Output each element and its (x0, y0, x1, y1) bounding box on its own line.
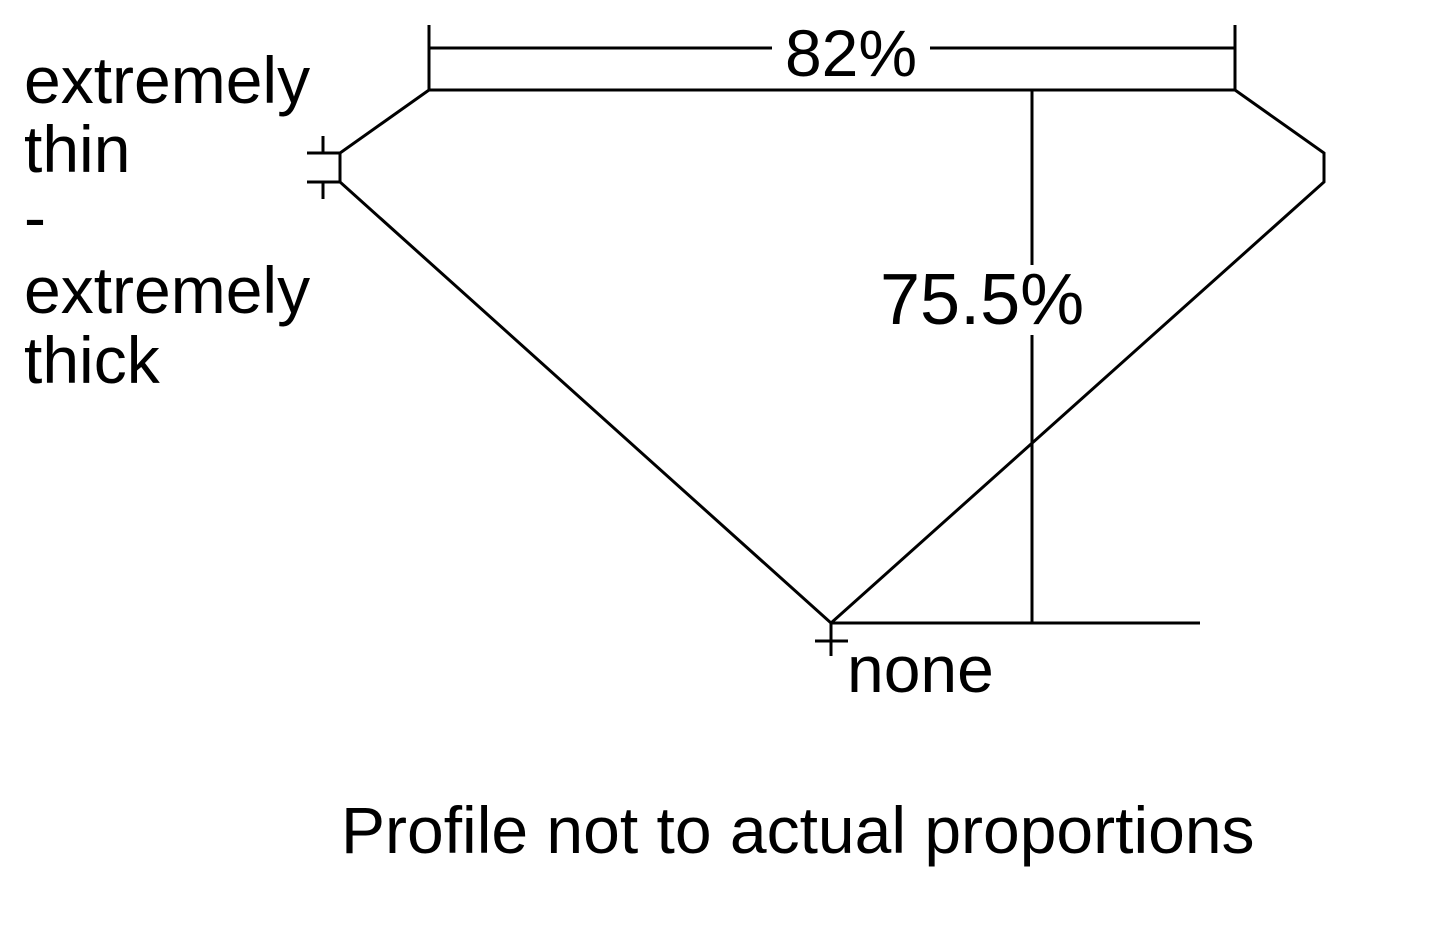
diamond-outline (338, 88, 1326, 626)
footnote: Profile not to actual proportions (341, 793, 1255, 867)
girdle-label-line: extremely (24, 253, 310, 327)
girdle-label: extremely thin - extremely thick (24, 43, 310, 397)
culet-label: none (847, 632, 994, 706)
girdle-label-line: thin (24, 112, 130, 186)
total-depth-label: 75.5% (880, 260, 1084, 340)
table-width-label: 82% (785, 16, 917, 90)
girdle-label-line: extremely (24, 43, 310, 117)
girdle-label-line: thick (24, 323, 161, 397)
girdle-label-line: - (24, 180, 46, 254)
